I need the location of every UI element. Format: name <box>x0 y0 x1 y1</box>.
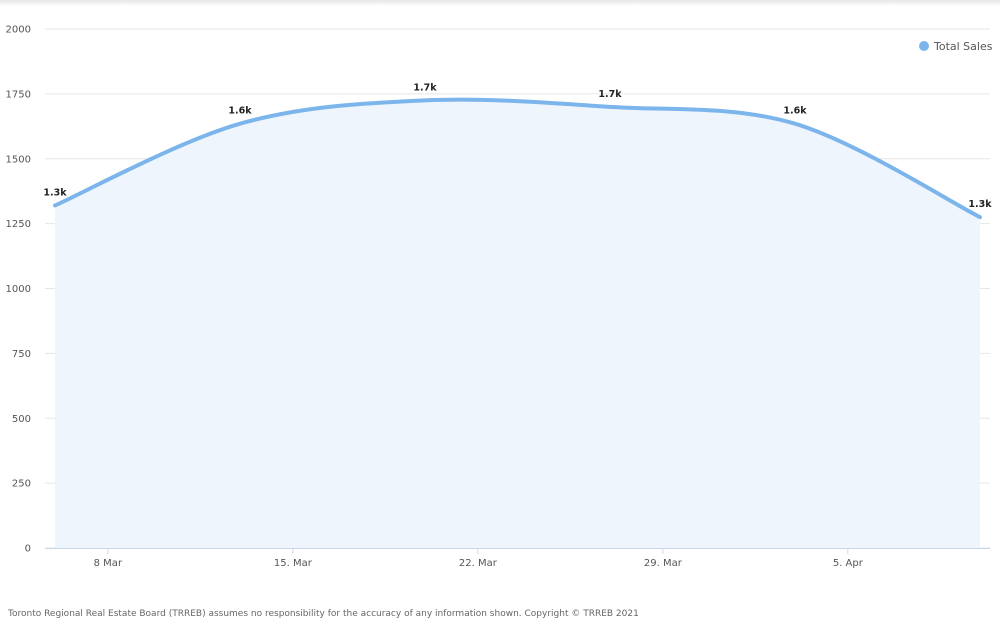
x-tick-label: 22. Mar <box>459 558 498 569</box>
y-tick-label: 0 <box>25 544 31 555</box>
axes: 0 250 500 750 1000 1250 1500 1750 2000 8 Mar 15. M… <box>6 25 990 569</box>
y-tick-label: 250 <box>12 479 31 490</box>
x-tick-label: 8 Mar <box>94 558 123 569</box>
plot-area <box>53 97 982 549</box>
data-label: 1.6k <box>783 106 807 117</box>
data-label: 1.3k <box>968 199 992 210</box>
top-shadow <box>0 0 1000 6</box>
area-fill <box>55 99 980 549</box>
series-line-total-sales <box>53 97 982 220</box>
y-tick-label: 1000 <box>6 284 31 295</box>
legend: Total Sales <box>919 40 993 53</box>
data-label: 1.3k <box>43 187 67 198</box>
legend-marker <box>919 41 929 51</box>
data-label: 1.7k <box>598 89 622 100</box>
x-tick-label: 15. Mar <box>274 558 313 569</box>
data-label: 1.6k <box>228 106 252 117</box>
data-labels: 1.3k 1.6k 1.7k 1.7k 1.6k 1.3k <box>43 82 992 210</box>
y-tick-label: 2000 <box>6 25 31 36</box>
y-tick-label: 750 <box>12 349 31 360</box>
y-tick-label: 1750 <box>6 89 31 100</box>
legend-label: Total Sales <box>933 40 993 53</box>
y-tick-label: 1250 <box>6 219 31 230</box>
y-tick-label: 1500 <box>6 154 31 165</box>
x-tick-label: 29. Mar <box>644 558 683 569</box>
x-tick-label: 5. Apr <box>833 558 864 569</box>
data-label: 1.7k <box>413 82 437 93</box>
y-tick-label: 500 <box>12 414 31 425</box>
copyright-footer: Toronto Regional Real Estate Board (TRRE… <box>8 609 639 619</box>
